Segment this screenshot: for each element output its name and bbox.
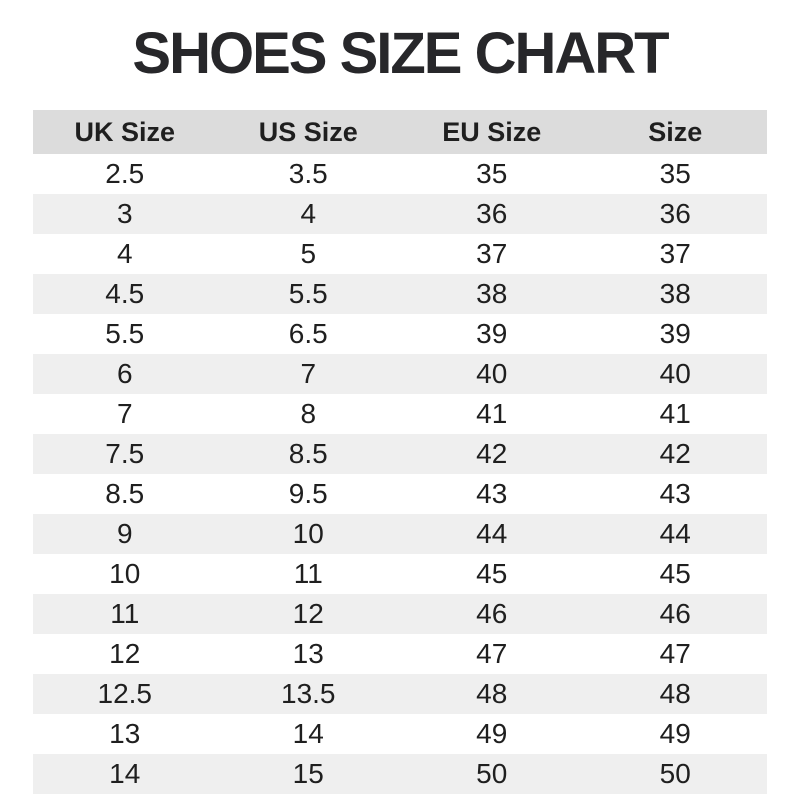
table-row: 6 7 40 40 bbox=[33, 354, 767, 394]
table-cell: 37 bbox=[659, 238, 691, 269]
table-cell: 5 bbox=[300, 238, 317, 269]
table-row: 4.5 5.5 38 38 bbox=[33, 274, 767, 314]
table-row: 13 14 49 49 bbox=[33, 714, 767, 754]
table-cell: 41 bbox=[476, 398, 508, 429]
table-cell: 42 bbox=[659, 438, 691, 469]
table-cell: 5.5 bbox=[105, 318, 145, 349]
table-cell: 14 bbox=[109, 758, 141, 789]
table-row: 14 15 50 50 bbox=[33, 754, 767, 794]
table-cell: 36 bbox=[476, 198, 508, 229]
table-cell: 40 bbox=[659, 358, 691, 389]
column-header: EU Size bbox=[442, 116, 542, 147]
table-cell: 11 bbox=[293, 558, 323, 589]
table-cell: 10 bbox=[292, 518, 324, 549]
table-cell: 41 bbox=[659, 398, 691, 429]
table-row: 12.5 13.5 48 48 bbox=[33, 674, 767, 714]
table-cell: 50 bbox=[659, 758, 691, 789]
table-cell: 35 bbox=[659, 158, 691, 189]
table-cell: 48 bbox=[476, 678, 508, 709]
table-cell: 12 bbox=[292, 598, 324, 629]
column-header: Size bbox=[648, 116, 703, 147]
table-cell: 3 bbox=[116, 198, 133, 229]
table-row: 5.5 6.5 39 39 bbox=[33, 314, 767, 354]
table-cell: 6 bbox=[116, 358, 133, 389]
table-cell: 7 bbox=[116, 398, 133, 429]
table-row: 2.5 3.5 35 35 bbox=[33, 154, 767, 194]
table-cell: 42 bbox=[476, 438, 508, 469]
table-cell: 13.5 bbox=[281, 678, 336, 709]
table-cell: 9.5 bbox=[288, 478, 328, 509]
table-row: 10 11 45 45 bbox=[33, 554, 767, 594]
table-cell: 8.5 bbox=[288, 438, 328, 469]
table-cell: 44 bbox=[476, 518, 508, 549]
table-row: 8.5 9.5 43 43 bbox=[33, 474, 767, 514]
table-cell: 13 bbox=[292, 638, 324, 669]
table-cell: 39 bbox=[476, 318, 508, 349]
table-cell: 39 bbox=[659, 318, 691, 349]
table-row: 7.5 8.5 42 42 bbox=[33, 434, 767, 474]
table-cell: 38 bbox=[659, 278, 691, 309]
table-cell: 3.5 bbox=[288, 158, 328, 189]
table-cell: 47 bbox=[659, 638, 691, 669]
table-cell: 12 bbox=[109, 638, 141, 669]
table-cell: 46 bbox=[659, 598, 691, 629]
table-cell: 4 bbox=[300, 198, 317, 229]
table-header-row: UK Size US Size EU Size Size bbox=[33, 110, 767, 154]
table-row: 11 12 46 46 bbox=[33, 594, 767, 634]
table-cell: 4.5 bbox=[105, 278, 145, 309]
table-cell: 5.5 bbox=[288, 278, 328, 309]
table-cell: 45 bbox=[659, 558, 691, 589]
table-cell: 43 bbox=[659, 478, 691, 509]
table-cell: 43 bbox=[476, 478, 508, 509]
table-cell: 40 bbox=[476, 358, 508, 389]
table-cell: 6.5 bbox=[288, 318, 328, 349]
table-cell: 50 bbox=[476, 758, 508, 789]
table-body: 2.5 3.5 35 35 3 4 36 36 4 5 37 37 4.5 5.5 38 38 5.5 6.5 39… bbox=[33, 154, 767, 794]
table-cell: 4 bbox=[116, 238, 133, 269]
column-header: UK Size bbox=[74, 116, 176, 147]
table-cell: 45 bbox=[476, 558, 508, 589]
table-cell: 49 bbox=[476, 718, 508, 749]
table-cell: 15 bbox=[292, 758, 324, 789]
table-cell: 8 bbox=[300, 398, 317, 429]
table-cell: 8.5 bbox=[105, 478, 145, 509]
table-row: 4 5 37 37 bbox=[33, 234, 767, 274]
table-row: 9 10 44 44 bbox=[33, 514, 767, 554]
table-cell: 13 bbox=[109, 718, 141, 749]
table-cell: 7.5 bbox=[105, 438, 145, 469]
table-cell: 10 bbox=[109, 558, 141, 589]
table-cell: 48 bbox=[659, 678, 691, 709]
table-cell: 38 bbox=[476, 278, 508, 309]
table-cell: 12.5 bbox=[97, 678, 153, 709]
table-cell: 36 bbox=[659, 198, 691, 229]
page-title: SHOES SIZE CHART bbox=[132, 21, 669, 86]
table-cell: 44 bbox=[659, 518, 691, 549]
table-cell: 37 bbox=[476, 238, 508, 269]
column-header: US Size bbox=[258, 116, 358, 147]
table-cell: 35 bbox=[476, 158, 508, 189]
table-cell: 2.5 bbox=[105, 158, 145, 189]
table-cell: 14 bbox=[292, 718, 324, 749]
table-cell: 9 bbox=[116, 518, 133, 549]
table-row: 3 4 36 36 bbox=[33, 194, 767, 234]
table-cell: 49 bbox=[659, 718, 691, 749]
table-cell: 47 bbox=[476, 638, 508, 669]
table-cell: 11 bbox=[110, 598, 140, 629]
size-chart-table: UK Size US Size EU Size Size 2.5 3.5 35 35 3 4 36… bbox=[33, 110, 767, 794]
table-cell: 46 bbox=[476, 598, 508, 629]
table-row: 12 13 47 47 bbox=[33, 634, 767, 674]
table-cell: 7 bbox=[300, 358, 317, 389]
table-row: 7 8 41 41 bbox=[33, 394, 767, 434]
